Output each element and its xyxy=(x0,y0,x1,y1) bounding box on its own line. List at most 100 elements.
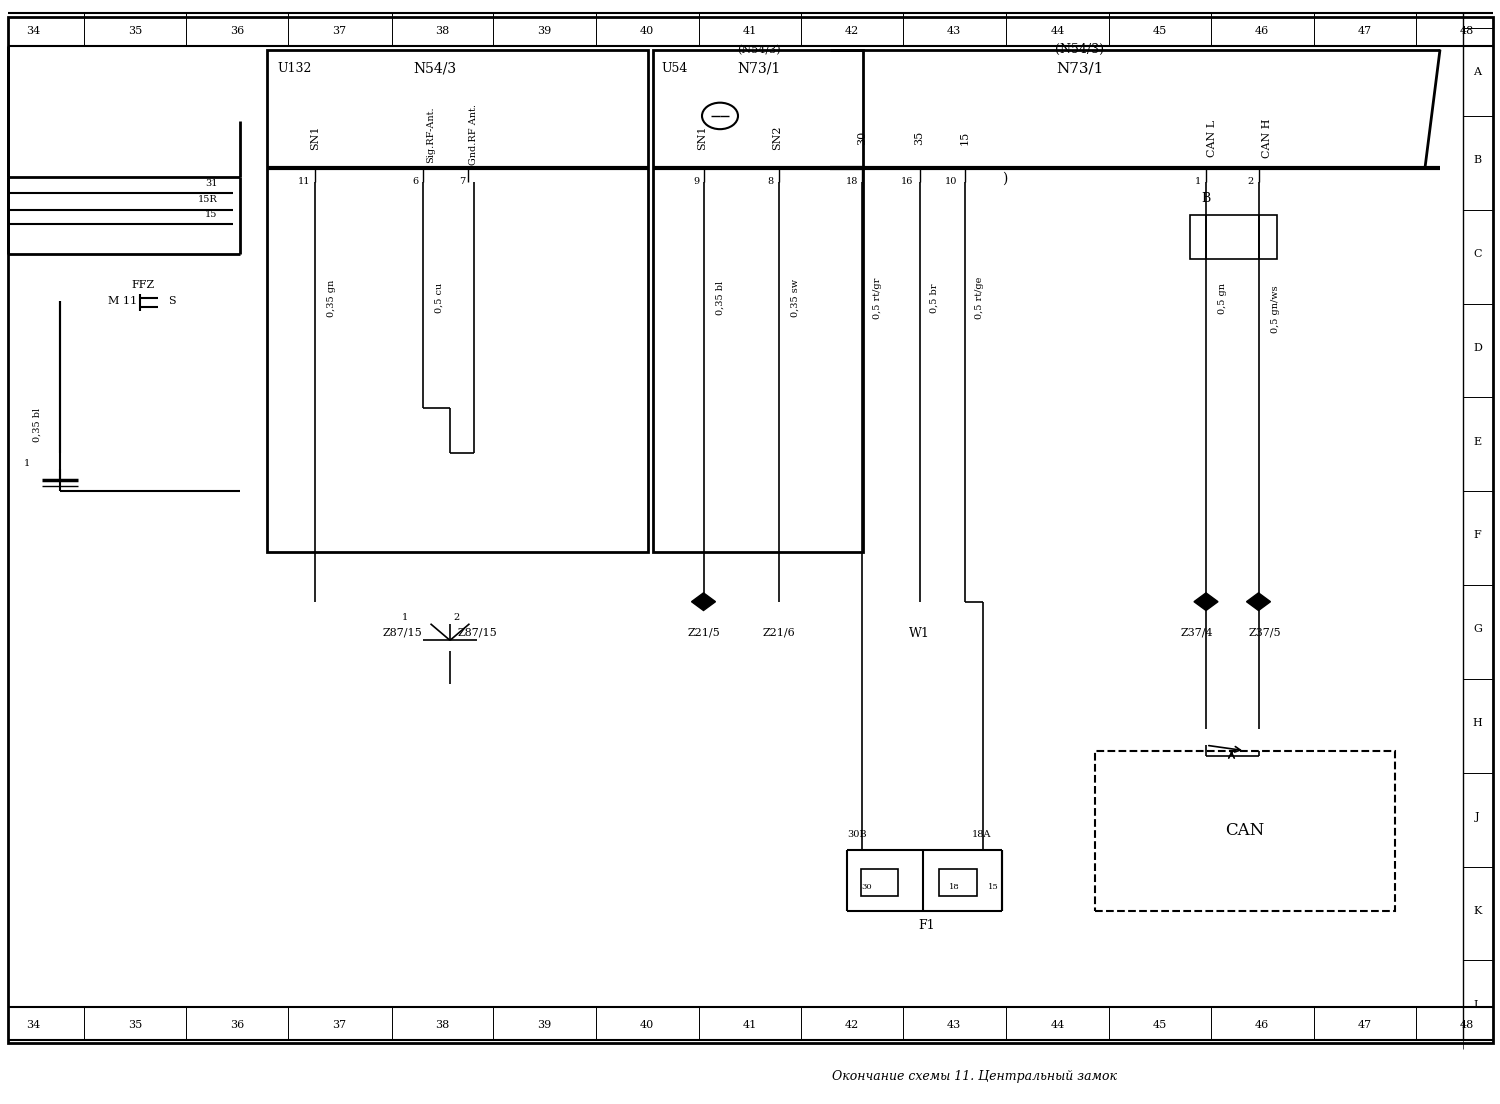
Text: 0,5 rt/ge: 0,5 rt/ge xyxy=(975,277,984,319)
Polygon shape xyxy=(1246,593,1270,611)
Text: 7: 7 xyxy=(459,177,465,185)
Text: 46: 46 xyxy=(1254,1019,1269,1030)
Text: 15R: 15R xyxy=(198,195,217,204)
Text: 45: 45 xyxy=(1152,25,1167,36)
Text: 18A: 18A xyxy=(972,830,992,839)
Bar xyxy=(939,869,976,896)
Text: 36: 36 xyxy=(230,25,244,36)
Text: 2: 2 xyxy=(1248,177,1254,185)
Text: 31: 31 xyxy=(206,179,218,188)
Text: 36: 36 xyxy=(230,1019,244,1030)
Text: 35: 35 xyxy=(128,1019,142,1030)
Text: SN2: SN2 xyxy=(772,126,782,150)
Text: E: E xyxy=(1473,436,1482,447)
Text: 42: 42 xyxy=(844,1019,859,1030)
Text: 37: 37 xyxy=(332,1019,346,1030)
Text: 39: 39 xyxy=(537,25,552,36)
Text: 40: 40 xyxy=(639,1019,654,1030)
Text: 30: 30 xyxy=(861,882,873,891)
Text: Z21/5: Z21/5 xyxy=(687,627,720,637)
Text: G: G xyxy=(1473,624,1482,635)
Text: 39: 39 xyxy=(537,1019,552,1030)
Text: 42: 42 xyxy=(844,25,859,36)
Text: 15: 15 xyxy=(987,882,999,891)
Text: B: B xyxy=(1473,155,1482,166)
Text: 1: 1 xyxy=(402,613,408,622)
Text: U132: U132 xyxy=(278,62,312,75)
Text: Z87/15: Z87/15 xyxy=(382,627,422,637)
Text: (N54/3): (N54/3) xyxy=(736,44,782,55)
Text: 0,5 rt/gr: 0,5 rt/gr xyxy=(873,277,882,319)
Text: 9: 9 xyxy=(693,177,699,185)
Text: 48: 48 xyxy=(1460,25,1474,36)
Text: F: F xyxy=(1473,530,1482,541)
Text: C: C xyxy=(1473,248,1482,259)
Text: M 11: M 11 xyxy=(108,296,136,307)
Text: Z37/5: Z37/5 xyxy=(1248,627,1281,637)
Text: Sig.RF-Ant.: Sig.RF-Ant. xyxy=(426,106,435,163)
Text: 11: 11 xyxy=(298,177,310,185)
Text: 1: 1 xyxy=(1196,177,1202,185)
Text: 0,5 cu: 0,5 cu xyxy=(435,283,444,314)
Text: 6: 6 xyxy=(413,177,419,185)
Text: 40: 40 xyxy=(639,25,654,36)
Text: W1: W1 xyxy=(909,627,930,640)
Text: 0,35 sw: 0,35 sw xyxy=(790,279,800,317)
Bar xyxy=(1095,751,1395,911)
Text: 0,5 gn: 0,5 gn xyxy=(1218,283,1227,314)
Text: U54: U54 xyxy=(662,62,688,75)
Text: 47: 47 xyxy=(1358,25,1372,36)
Text: 41: 41 xyxy=(742,25,758,36)
Text: 38: 38 xyxy=(435,1019,450,1030)
Text: 34: 34 xyxy=(26,25,40,36)
Text: CAN: CAN xyxy=(1226,821,1264,839)
Text: Z21/6: Z21/6 xyxy=(762,627,795,637)
Text: 45: 45 xyxy=(1152,1019,1167,1030)
Text: N73/1: N73/1 xyxy=(1056,62,1104,75)
Bar xyxy=(1190,215,1276,259)
Text: 30: 30 xyxy=(858,131,867,145)
Text: Gnd.RF Ant.: Gnd.RF Ant. xyxy=(470,104,478,166)
Text: 0,35 bl: 0,35 bl xyxy=(716,282,724,315)
Text: SN1: SN1 xyxy=(698,126,706,150)
Text: A: A xyxy=(1473,66,1482,77)
Text: 15: 15 xyxy=(960,131,969,145)
Text: 2: 2 xyxy=(453,613,459,622)
Text: 35: 35 xyxy=(915,131,924,145)
Text: D: D xyxy=(1473,342,1482,353)
Text: 34: 34 xyxy=(26,1019,40,1030)
Text: N54/3: N54/3 xyxy=(414,62,456,75)
Text: Окончание схемы 11. Центральный замок: Окончание схемы 11. Центральный замок xyxy=(833,1070,1118,1083)
Text: 30B: 30B xyxy=(847,830,867,839)
Text: (N54/3): (N54/3) xyxy=(1056,43,1104,56)
Text: 44: 44 xyxy=(1050,1019,1065,1030)
Bar xyxy=(652,50,862,552)
Text: F1: F1 xyxy=(918,919,936,932)
Text: 43: 43 xyxy=(946,25,962,36)
Text: 48: 48 xyxy=(1460,1019,1474,1030)
Text: J: J xyxy=(1474,811,1480,822)
Text: 16: 16 xyxy=(902,177,914,185)
Text: 0,5 gn/ws: 0,5 gn/ws xyxy=(1270,285,1280,333)
Text: B: B xyxy=(1202,192,1210,205)
Bar xyxy=(267,50,648,552)
Text: FFZ: FFZ xyxy=(130,279,154,290)
Text: 0,35 gn: 0,35 gn xyxy=(327,279,336,317)
Bar xyxy=(861,869,898,896)
Text: SN1: SN1 xyxy=(310,126,320,150)
Text: CAN H: CAN H xyxy=(1263,118,1272,158)
Text: K: K xyxy=(1473,905,1482,916)
Text: N73/1: N73/1 xyxy=(738,62,780,75)
Text: 18: 18 xyxy=(948,882,960,891)
Text: L: L xyxy=(1474,999,1480,1010)
Text: 46: 46 xyxy=(1254,25,1269,36)
Text: 43: 43 xyxy=(946,1019,962,1030)
Text: 18: 18 xyxy=(846,177,858,185)
Text: 37: 37 xyxy=(332,25,346,36)
Text: CAN L: CAN L xyxy=(1208,119,1216,157)
Text: 41: 41 xyxy=(742,1019,758,1030)
Text: 0,35 bl: 0,35 bl xyxy=(33,408,42,442)
Text: H: H xyxy=(1473,718,1482,729)
Text: 0,5 br: 0,5 br xyxy=(930,284,939,312)
Text: 38: 38 xyxy=(435,25,450,36)
